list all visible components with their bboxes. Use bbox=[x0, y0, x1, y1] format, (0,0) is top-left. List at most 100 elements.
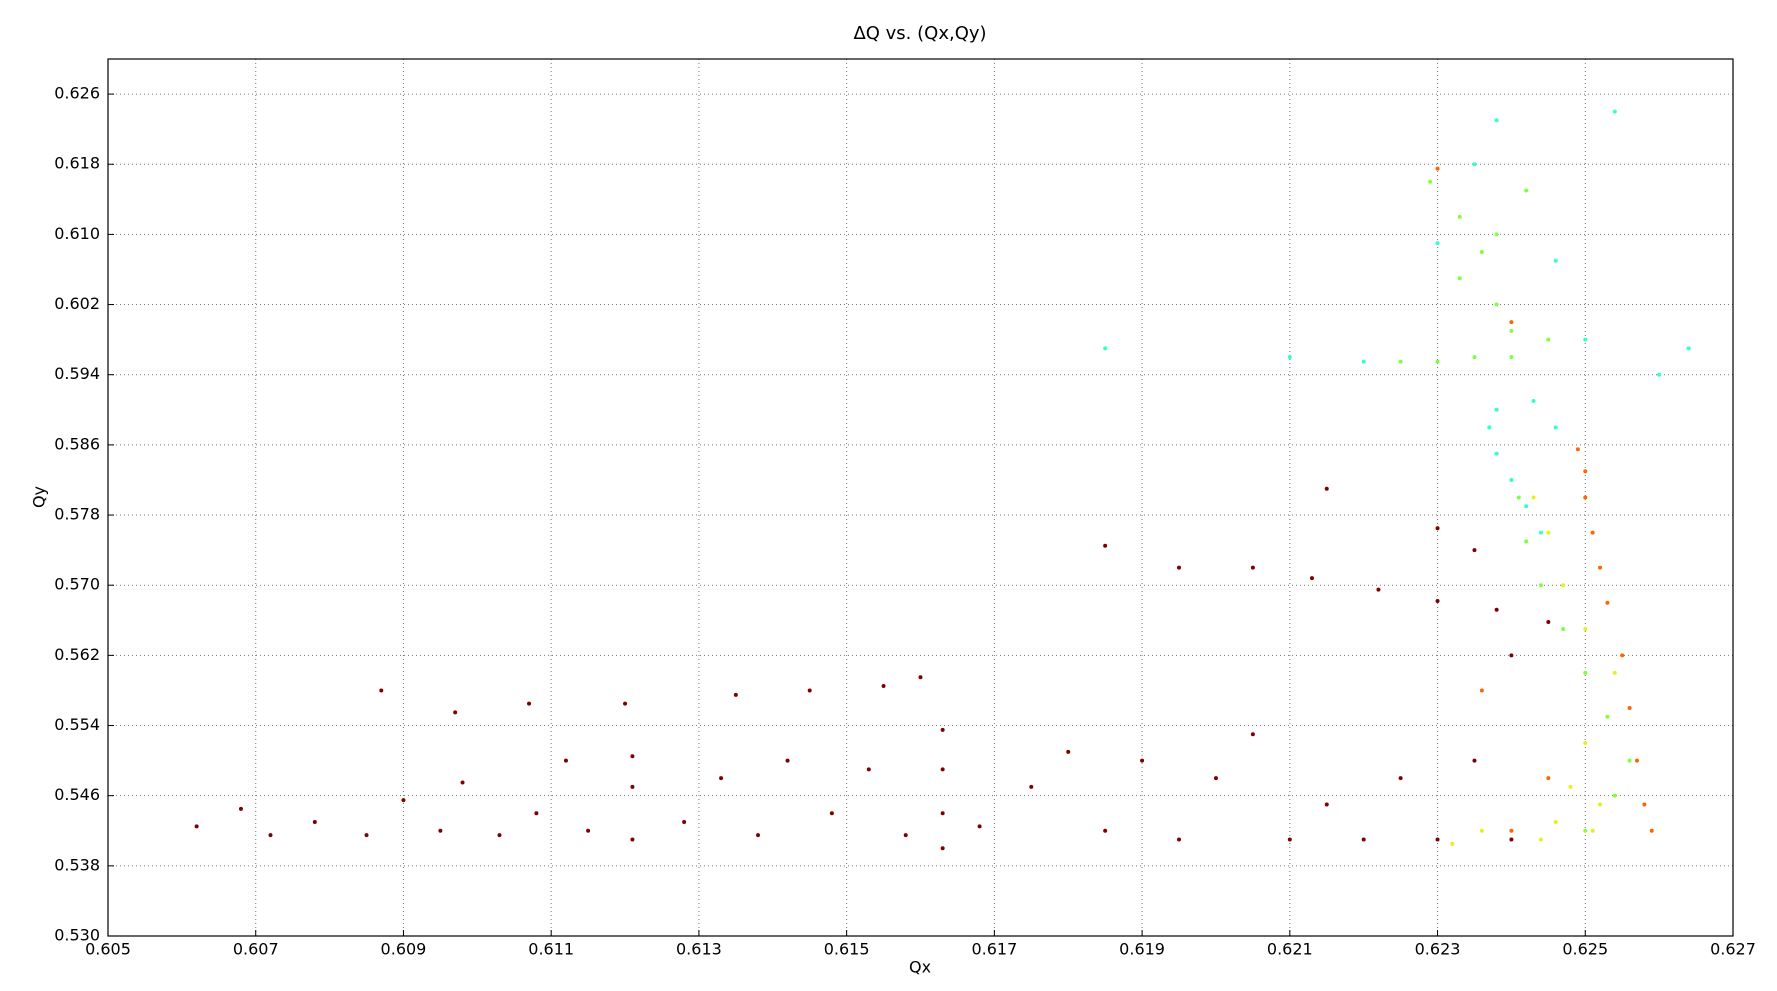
point bbox=[1472, 162, 1477, 167]
point bbox=[1546, 530, 1551, 535]
point bbox=[379, 688, 384, 693]
point bbox=[1583, 670, 1588, 675]
y-axis-label: Qy bbox=[30, 486, 49, 508]
point bbox=[977, 824, 982, 829]
point bbox=[1450, 841, 1455, 846]
point bbox=[1029, 784, 1034, 789]
point bbox=[1531, 399, 1536, 404]
y-tick-label: 0.530 bbox=[54, 926, 100, 945]
point bbox=[807, 688, 812, 693]
point bbox=[1487, 425, 1492, 430]
point bbox=[940, 811, 945, 816]
x-tick-label: 0.617 bbox=[971, 940, 1017, 959]
point bbox=[1287, 355, 1292, 360]
x-tick-label: 0.613 bbox=[676, 940, 722, 959]
point bbox=[534, 811, 539, 816]
point bbox=[1494, 118, 1499, 123]
point bbox=[1435, 598, 1440, 603]
point bbox=[1479, 688, 1484, 693]
point bbox=[1546, 337, 1551, 342]
point bbox=[1435, 526, 1440, 531]
point bbox=[1553, 258, 1558, 263]
y-tick-label: 0.602 bbox=[54, 294, 100, 313]
point bbox=[623, 701, 628, 706]
y-tick-label: 0.554 bbox=[54, 715, 100, 734]
x-axis-label: Qx bbox=[909, 958, 931, 977]
point bbox=[1612, 670, 1617, 675]
point bbox=[527, 701, 532, 706]
point bbox=[1583, 495, 1588, 500]
point bbox=[940, 727, 945, 732]
point bbox=[1494, 607, 1499, 612]
point bbox=[460, 780, 465, 785]
point bbox=[1140, 758, 1145, 763]
y-tick-label: 0.562 bbox=[54, 645, 100, 664]
point bbox=[733, 692, 738, 697]
point bbox=[563, 758, 568, 763]
point bbox=[1324, 486, 1329, 491]
y-tick-label: 0.626 bbox=[54, 84, 100, 103]
y-tick-label: 0.610 bbox=[54, 224, 100, 243]
x-tick-label: 0.611 bbox=[528, 940, 574, 959]
point bbox=[1568, 784, 1573, 789]
x-tick-label: 0.621 bbox=[1267, 940, 1313, 959]
point bbox=[1546, 776, 1551, 781]
y-tick-label: 0.578 bbox=[54, 505, 100, 524]
point bbox=[881, 684, 886, 689]
point bbox=[1553, 425, 1558, 430]
point bbox=[1524, 539, 1529, 544]
point bbox=[1309, 576, 1314, 581]
y-tick-label: 0.570 bbox=[54, 575, 100, 594]
point bbox=[1361, 837, 1366, 842]
x-tick-label: 0.625 bbox=[1562, 940, 1608, 959]
point bbox=[1287, 837, 1292, 842]
point bbox=[1583, 469, 1588, 474]
point bbox=[1472, 758, 1477, 763]
point bbox=[1583, 741, 1588, 746]
point bbox=[438, 828, 443, 833]
point bbox=[401, 798, 406, 803]
point bbox=[940, 767, 945, 772]
point bbox=[1494, 451, 1499, 456]
point bbox=[1509, 477, 1514, 482]
point bbox=[1538, 837, 1543, 842]
point bbox=[719, 776, 724, 781]
chart-title: ΔQ vs. (Qx,Qy) bbox=[853, 23, 986, 44]
point bbox=[1516, 495, 1521, 500]
point bbox=[1177, 565, 1182, 570]
point bbox=[1103, 828, 1108, 833]
point bbox=[1103, 543, 1108, 548]
point bbox=[1627, 705, 1632, 710]
x-tick-label: 0.619 bbox=[1119, 940, 1165, 959]
x-tick-label: 0.615 bbox=[824, 940, 870, 959]
point bbox=[1324, 802, 1329, 807]
point bbox=[1561, 583, 1566, 588]
point bbox=[1479, 828, 1484, 833]
y-tick-label: 0.546 bbox=[54, 785, 100, 804]
point bbox=[1250, 732, 1255, 737]
point bbox=[1627, 758, 1632, 763]
point bbox=[1509, 320, 1514, 325]
point bbox=[1561, 627, 1566, 632]
point bbox=[1634, 758, 1639, 763]
point bbox=[1575, 447, 1580, 452]
point bbox=[1509, 653, 1514, 658]
point bbox=[1457, 276, 1462, 281]
point bbox=[194, 824, 199, 829]
y-tick-label: 0.594 bbox=[54, 364, 100, 383]
point bbox=[630, 754, 635, 759]
x-tick-label: 0.627 bbox=[1710, 940, 1756, 959]
point bbox=[756, 833, 760, 838]
point bbox=[1509, 837, 1514, 842]
point bbox=[364, 833, 369, 838]
point bbox=[1538, 583, 1543, 588]
point bbox=[1657, 372, 1662, 377]
point bbox=[1524, 504, 1529, 509]
point bbox=[1435, 166, 1440, 171]
point bbox=[1590, 530, 1595, 535]
point bbox=[1177, 837, 1182, 842]
point bbox=[1479, 249, 1484, 254]
point bbox=[1612, 793, 1617, 798]
